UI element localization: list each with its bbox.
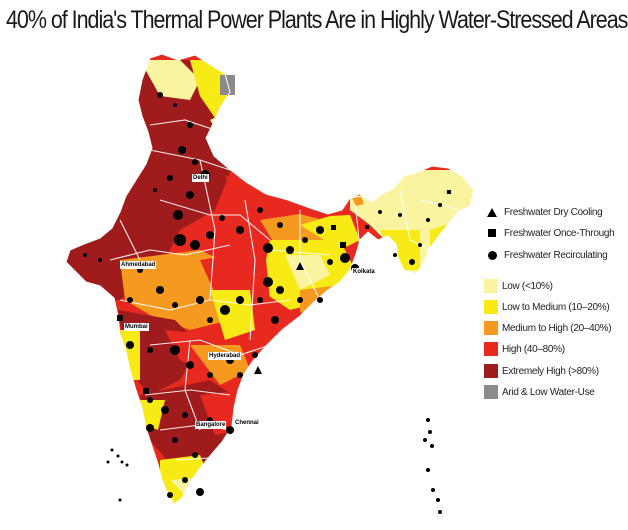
legend-item-arid: Arid & Low Water-Use xyxy=(484,384,595,400)
circle-icon xyxy=(484,247,500,263)
legend-swatch xyxy=(484,342,498,356)
legend-item-medium-high: Medium to High (20–40%) xyxy=(484,320,612,336)
city-label-hyderabad: Hyderabad xyxy=(208,352,242,360)
islands xyxy=(106,418,442,514)
legend-swatch xyxy=(484,321,498,335)
legend-item-dry-cooling: Freshwater Dry Cooling xyxy=(484,204,603,220)
map-title: 40% of India's Thermal Power Plants Are … xyxy=(6,6,628,34)
legend-swatch xyxy=(484,364,498,378)
legend-item-extremely-high: Extremely High (>80%) xyxy=(484,363,599,379)
legend-swatch xyxy=(484,385,498,399)
power-plants-dry-cooling xyxy=(254,262,304,374)
square-icon xyxy=(484,225,500,241)
india-outline xyxy=(65,53,475,505)
power-plants-once-through xyxy=(117,190,451,394)
arid-region xyxy=(220,75,235,95)
legend-item-recirculating: Freshwater Recirculating xyxy=(484,247,608,263)
city-label-mumbai: Mumbai xyxy=(124,323,149,331)
triangle-icon xyxy=(484,204,500,220)
legend-item-once-through: Freshwater Once-Through xyxy=(484,225,615,241)
city-label-delhi: Delhi xyxy=(192,174,209,182)
city-label-kolkata: Kolkata xyxy=(352,268,376,276)
legend-item-low-medium: Low to Medium (10–20%) xyxy=(484,299,610,315)
legend-item-low: Low (<10%) xyxy=(484,278,553,294)
city-label-bangalore: Bangalore xyxy=(195,421,227,429)
city-label-chennai: Chennai xyxy=(234,419,260,427)
legend-swatch xyxy=(484,300,498,314)
legend-item-high: High (40–80%) xyxy=(484,341,565,357)
legend-swatch xyxy=(484,279,498,293)
city-label-ahmedabad: Ahmedabad xyxy=(120,261,157,269)
